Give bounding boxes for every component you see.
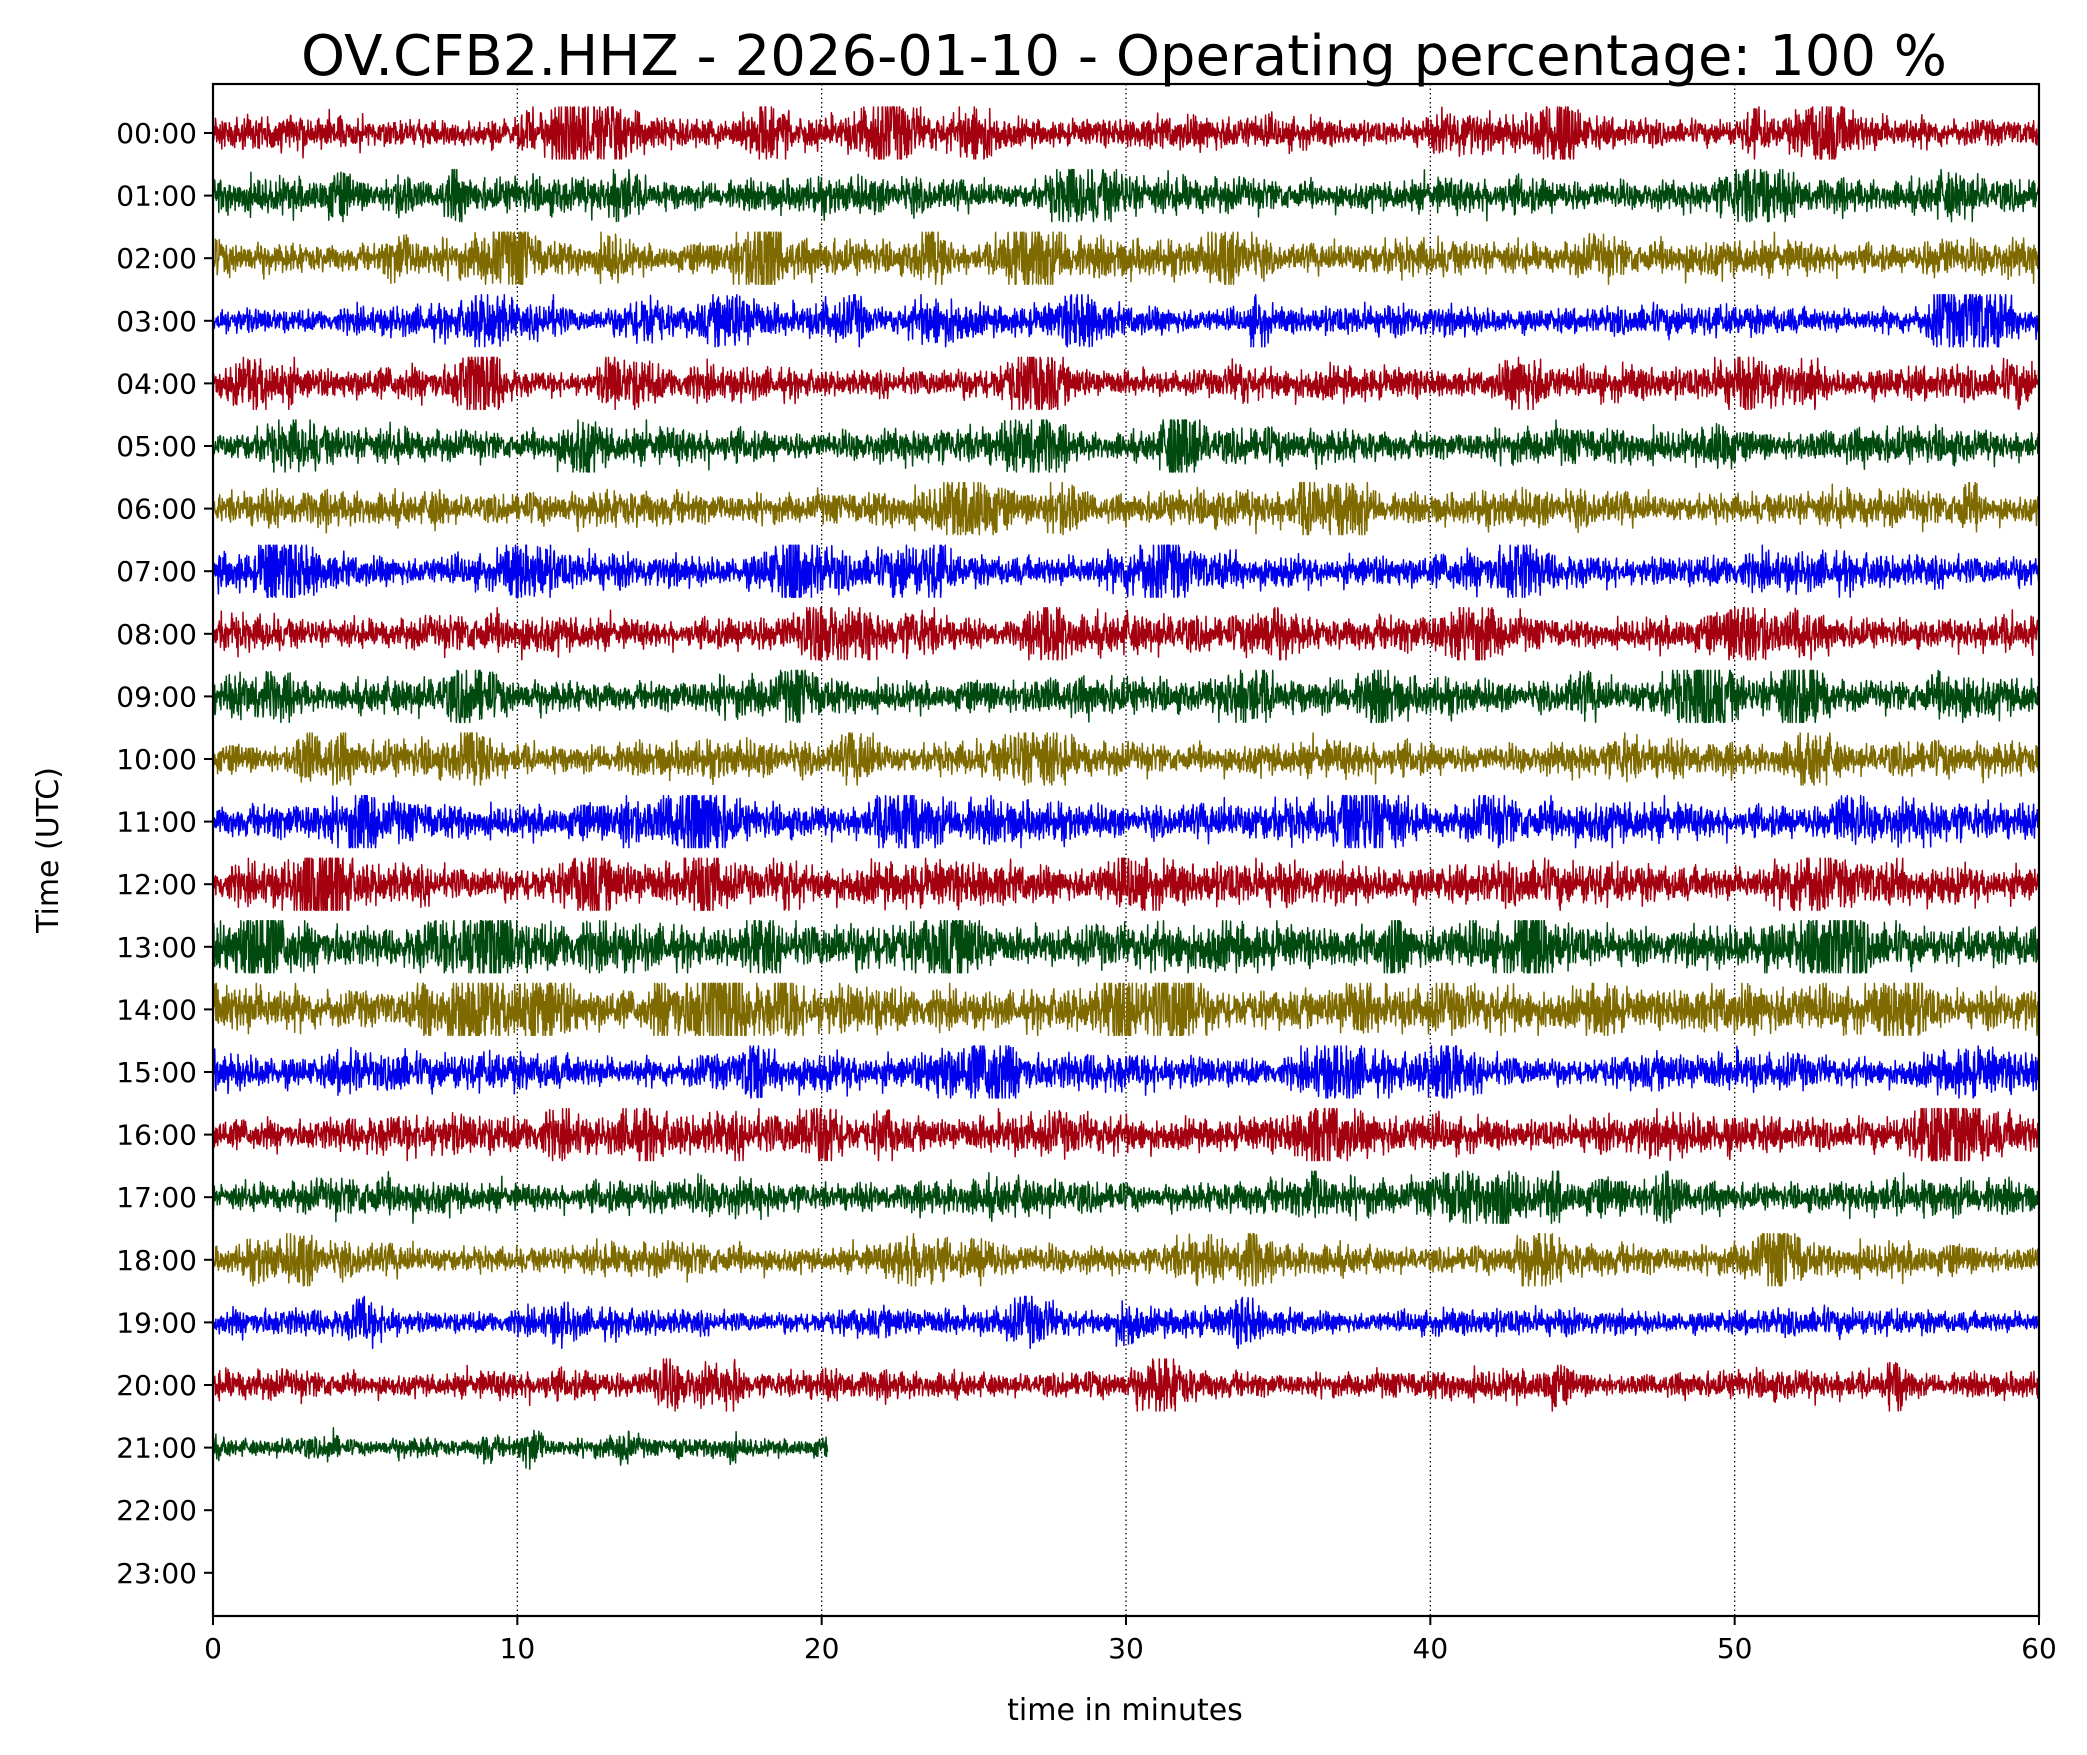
x-tick-label: 20 [804,1632,840,1665]
grid-lines [516,84,1736,1616]
y-tick-label: 22:00 [116,1494,197,1527]
trace-0500 [212,419,2040,473]
y-tick-label: 10:00 [116,743,197,776]
x-tick-label: 10 [500,1632,536,1665]
trace-1300 [212,920,2040,974]
chart-title: OV.CFB2.HHZ - 2026-01-10 - Operating per… [301,24,1947,89]
trace-0100 [212,168,2040,223]
x-axis: 0 10 20 30 40 50 60 [204,1616,2057,1665]
trace-0200 [212,231,2040,285]
y-axis-label: Time (UTC) [31,767,66,934]
y-tick-label: 21:00 [116,1432,197,1465]
y-tick-label: 23:00 [116,1557,197,1590]
x-tick-label: 40 [1413,1632,1449,1665]
y-tick-label: 18:00 [116,1244,197,1277]
y-tick-label: 03:00 [116,305,197,338]
x-tick-label: 0 [204,1632,222,1665]
y-tick-label: 09:00 [116,680,197,713]
y-tick-label: 07:00 [116,555,197,588]
x-tick-label: 30 [1108,1632,1144,1665]
trace-2100 [212,1427,829,1470]
trace-0000 [212,106,2040,160]
trace-1500 [212,1045,2040,1099]
trace-0400 [212,356,2040,411]
trace-1700 [212,1170,2040,1224]
y-axis: 00:00 01:00 02:00 03:00 04:00 05:00 06:00 07:00… [116,117,213,1590]
y-tick-label: 11:00 [116,806,197,839]
y-tick-label: 13:00 [116,931,197,964]
x-tick-label: 50 [1717,1632,1753,1665]
seismic-traces [212,106,2040,1470]
y-tick-label: 00:00 [116,117,197,150]
x-axis-label: time in minutes [1007,1693,1243,1728]
y-tick-label: 05:00 [116,430,197,463]
x-tick-label: 60 [2021,1632,2057,1665]
y-tick-label: 19:00 [116,1306,197,1339]
y-tick-label: 02:00 [116,242,197,275]
trace-1200 [212,857,2040,911]
trace-0300 [212,294,2040,348]
y-tick-label: 15:00 [116,1056,197,1089]
y-tick-label: 12:00 [116,868,197,901]
trace-0900 [212,669,2040,724]
y-tick-label: 04:00 [116,367,197,400]
trace-1400 [212,982,2040,1037]
trace-1000 [212,732,2040,786]
trace-1900 [212,1295,2040,1350]
y-tick-label: 01:00 [116,180,197,213]
trace-1800 [212,1233,2040,1287]
trace-1600 [212,1107,2040,1162]
y-tick-label: 06:00 [116,493,197,526]
trace-0600 [212,481,2040,536]
trace-0800 [212,607,2040,661]
y-tick-label: 16:00 [116,1119,197,1152]
trace-2000 [212,1358,2040,1412]
y-tick-label: 08:00 [116,618,197,651]
y-tick-label: 17:00 [116,1181,197,1214]
trace-0700 [212,544,2040,598]
trace-1100 [212,794,2040,849]
y-tick-label: 20:00 [116,1369,197,1402]
y-tick-label: 14:00 [116,993,197,1026]
